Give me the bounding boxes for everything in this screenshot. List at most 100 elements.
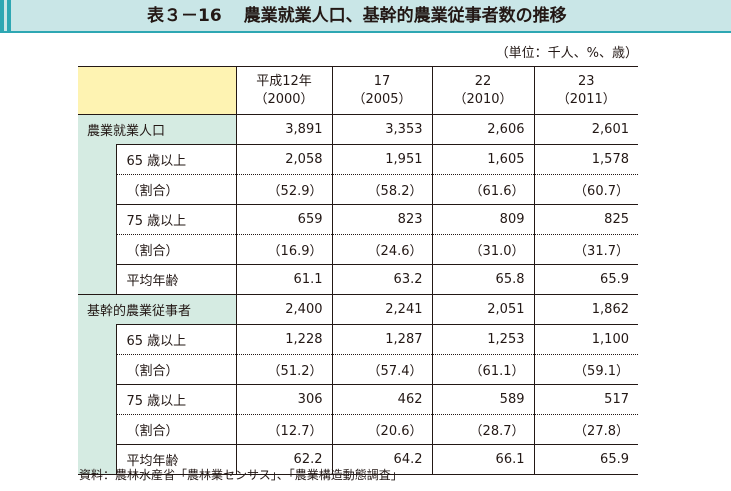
value-cell: 1,605 — [431, 144, 534, 175]
indent-cell — [78, 264, 116, 295]
indent-cell — [78, 324, 116, 355]
table-title-text: 農業就業人口、基幹的農業従事者数の推移 — [243, 6, 567, 26]
value-cell: 517 — [533, 384, 638, 415]
value-cell: 64.2 — [331, 444, 432, 475]
value-cell: （58.2） — [331, 174, 432, 205]
value-cell: 65.9 — [533, 444, 638, 475]
value-cell: 1,228 — [236, 324, 332, 355]
value-cell: （28.7） — [431, 414, 534, 445]
value-cell: 589 — [431, 384, 534, 415]
column-header-year: 17 — [373, 73, 391, 89]
group-label: 農業就業人口 — [78, 114, 237, 145]
value-cell: 1,862 — [533, 294, 638, 325]
value-cell: 1,287 — [331, 324, 432, 355]
row-label: 平均年齢 — [115, 264, 237, 295]
sub-row: 平均年齢 62.2 64.2 66.1 65.9 — [78, 444, 638, 475]
column-header-ad-year: （2000） — [254, 91, 314, 107]
value-cell: 2,058 — [236, 144, 332, 175]
value-cell: 65.8 — [431, 264, 534, 295]
source-note: 資料：農林水産省「農林業センサス」、「農業構造動態調査」 — [79, 468, 403, 482]
value-cell: 823 — [331, 204, 432, 235]
sub-row: 75 歳以上 659 823 809 825 — [78, 204, 638, 235]
value-cell: （31.7） — [533, 234, 638, 265]
indent-cell — [78, 144, 116, 175]
value-cell: 2,606 — [431, 114, 534, 145]
value-cell: （59.1） — [533, 354, 638, 385]
sub-row: （割合） （52.9） （58.2） （61.6） （60.7） — [78, 174, 638, 205]
value-cell: 66.1 — [431, 444, 534, 475]
sub-row: 65 歳以上 1,228 1,287 1,253 1,100 — [78, 324, 638, 355]
value-cell: （27.8） — [533, 414, 638, 445]
header-corner — [78, 66, 237, 115]
table-title: 表３－16 農業就業人口、基幹的農業従事者数の推移 — [147, 4, 567, 28]
value-cell: （16.9） — [236, 234, 332, 265]
row-label: 75 歳以上 — [115, 384, 237, 415]
value-cell: 1,951 — [331, 144, 432, 175]
column-header: 17 （2005） — [331, 66, 432, 115]
column-header-ad-year: （2005） — [352, 91, 412, 107]
value-cell: （51.2） — [236, 354, 332, 385]
indent-cell — [78, 234, 116, 265]
column-header: 23 （2011） — [533, 66, 638, 115]
row-label: （割合） — [115, 354, 237, 385]
row-label: （割合） — [115, 174, 237, 205]
sub-row: 65 歳以上 2,058 1,951 1,605 1,578 — [78, 144, 638, 175]
value-cell: （31.0） — [431, 234, 534, 265]
indent-cell — [78, 384, 116, 415]
row-label: （割合） — [115, 234, 237, 265]
title-accent-stripe — [0, 0, 4, 33]
sub-row: 75 歳以上 306 462 589 517 — [78, 384, 638, 415]
value-cell: （57.4） — [331, 354, 432, 385]
indent-cell — [78, 204, 116, 235]
value-cell: 3,353 — [331, 114, 432, 145]
row-label: 65 歳以上 — [115, 144, 237, 175]
value-cell: 809 — [431, 204, 534, 235]
value-cell: 62.2 — [236, 444, 332, 475]
title-bar: 表３－16 農業就業人口、基幹的農業従事者数の推移 — [0, 0, 731, 33]
indent-cell — [78, 174, 116, 205]
value-cell: 3,891 — [236, 114, 332, 145]
value-cell: 1,578 — [533, 144, 638, 175]
value-cell: 825 — [533, 204, 638, 235]
value-cell: （24.6） — [331, 234, 432, 265]
indent-cell — [78, 414, 116, 445]
value-cell: （12.7） — [236, 414, 332, 445]
table-number: 表３－16 — [147, 6, 222, 26]
row-label: （割合） — [115, 414, 237, 445]
value-cell: （61.1） — [431, 354, 534, 385]
column-header-ad-year: （2011） — [556, 91, 616, 107]
value-cell: 2,051 — [431, 294, 534, 325]
value-cell: 306 — [236, 384, 332, 415]
column-header-year: 23 — [577, 73, 595, 89]
row-label: 75 歳以上 — [115, 204, 237, 235]
column-header: 22 （2010） — [431, 66, 534, 115]
column-header: 平成12年 （2000） — [236, 66, 332, 115]
sub-row: （割合） （51.2） （57.4） （61.1） （59.1） — [78, 354, 638, 385]
value-cell: 2,400 — [236, 294, 332, 325]
sub-row: （割合） （16.9） （24.6） （31.0） （31.7） — [78, 234, 638, 265]
data-table: 平成12年 （2000） 17 （2005） 22 （2010） 23 （2011） 農… — [78, 66, 638, 475]
sub-row: 平均年齢 61.1 63.2 65.8 65.9 — [78, 264, 638, 295]
group-label: 基幹的農業従事者 — [78, 294, 237, 325]
header-row: 平成12年 （2000） 17 （2005） 22 （2010） 23 （2011） — [78, 66, 638, 115]
row-label: 65 歳以上 — [115, 324, 237, 355]
column-header-year: 平成12年 — [256, 73, 312, 89]
column-header-year: 22 — [474, 73, 492, 89]
column-header-ad-year: （2010） — [453, 91, 513, 107]
value-cell: （61.6） — [431, 174, 534, 205]
value-cell: 1,253 — [431, 324, 534, 355]
group-row: 農業就業人口 3,891 3,353 2,606 2,601 — [78, 114, 638, 145]
indent-cell — [78, 444, 116, 475]
value-cell: （60.7） — [533, 174, 638, 205]
indent-cell — [78, 354, 116, 385]
value-cell: 65.9 — [533, 264, 638, 295]
value-cell: 2,241 — [331, 294, 432, 325]
title-accent-stripe — [7, 0, 11, 33]
value-cell: 659 — [236, 204, 332, 235]
row-label: 平均年齢 — [115, 444, 237, 475]
value-cell: 2,601 — [533, 114, 638, 145]
value-cell: 1,100 — [533, 324, 638, 355]
value-cell: 61.1 — [236, 264, 332, 295]
value-cell: 462 — [331, 384, 432, 415]
sub-row: （割合） （12.7） （20.6） （28.7） （27.8） — [78, 414, 638, 445]
